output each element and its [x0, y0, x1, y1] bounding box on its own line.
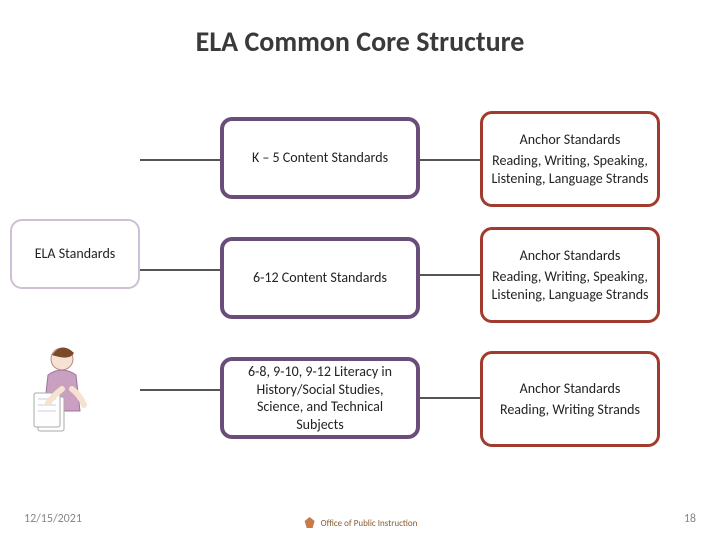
edge-mid-leaf-0: [420, 159, 480, 161]
node-leaf-1-line1: Anchor Standards: [520, 247, 621, 265]
footer-date: 12/15/2021: [24, 512, 82, 526]
node-leaf-1: Anchor Standards Reading, Writing, Speak…: [480, 227, 660, 323]
edge-mid-leaf-1: [420, 274, 480, 276]
edge-root-mid-1: [140, 269, 220, 271]
person-illustration-icon: [28, 341, 106, 441]
node-mid-0: K – 5 Content Standards: [220, 117, 420, 199]
footer-page: 18: [684, 512, 696, 526]
node-mid-2: 6-8, 9-10, 9-12 Literacy in History/Soci…: [220, 357, 420, 439]
edge-mid-leaf-2: [420, 397, 480, 399]
node-root: ELA Standards: [10, 219, 140, 289]
footer-logo-text: Office of Public Instruction: [321, 518, 418, 529]
footer-logo: Office of Public Instruction: [303, 516, 418, 530]
node-leaf-2-line1: Anchor Standards: [520, 380, 621, 398]
node-mid-1-label: 6-12 Content Standards: [253, 269, 387, 287]
node-mid-1: 6-12 Content Standards: [220, 237, 420, 319]
page-title: ELA Common Core Structure: [0, 0, 720, 59]
node-leaf-0-line1: Anchor Standards: [520, 131, 621, 149]
node-leaf-2-line2: Reading, Writing Strands: [500, 401, 640, 419]
edge-root-mid-0: [140, 159, 220, 161]
node-leaf-1-line2: Reading, Writing, Speaking, Listening, L…: [491, 268, 649, 303]
diagram-canvas: ELA Standards K – 5 Content Standards 6-…: [0, 69, 720, 489]
node-leaf-2: Anchor Standards Reading, Writing Strand…: [480, 351, 660, 447]
node-mid-2-label: 6-8, 9-10, 9-12 Literacy in History/Soci…: [232, 363, 408, 433]
node-root-label: ELA Standards: [35, 245, 116, 263]
logo-icon: [303, 516, 317, 530]
node-mid-0-label: K – 5 Content Standards: [252, 149, 388, 167]
edge-root-mid-2: [140, 389, 220, 391]
node-leaf-0-line2: Reading, Writing, Speaking, Listening, L…: [491, 152, 649, 187]
node-leaf-0: Anchor Standards Reading, Writing, Speak…: [480, 111, 660, 207]
